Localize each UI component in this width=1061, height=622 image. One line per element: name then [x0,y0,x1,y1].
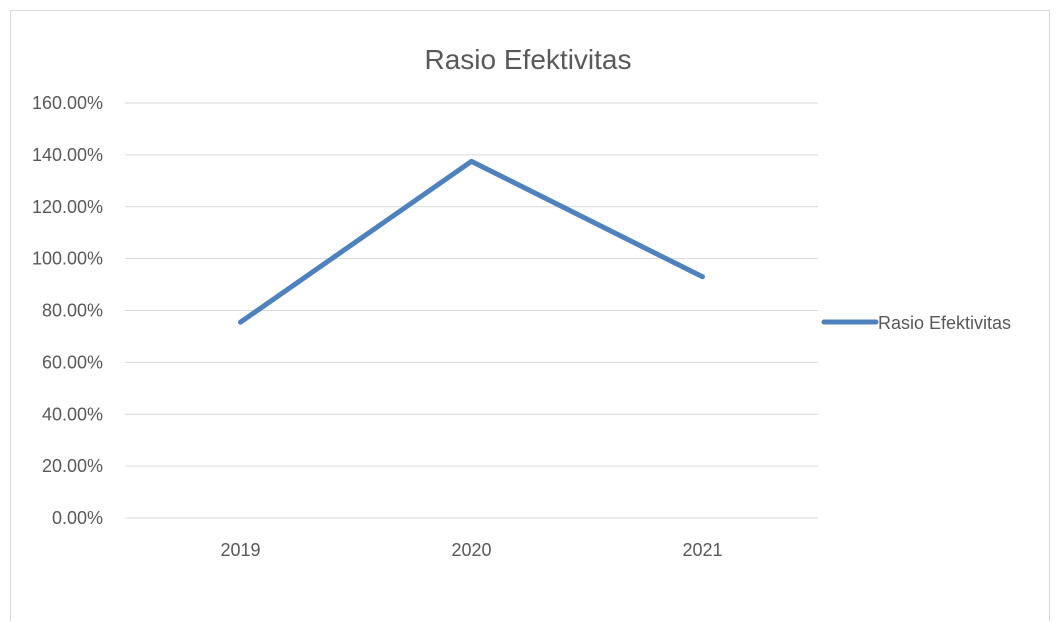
y-tick-label: 40.00% [42,404,103,424]
chart-title: Rasio Efektivitas [425,44,632,75]
y-tick-label: 80.00% [42,301,103,321]
y-tick-label: 160.00% [32,93,103,113]
y-tick-label: 120.00% [32,197,103,217]
x-tick-label: 2020 [451,540,491,560]
gridlines [125,102,818,519]
y-tick-label: 0.00% [52,508,103,528]
y-tick-label: 100.00% [32,249,103,269]
y-tick-label: 60.00% [42,352,103,372]
y-axis-tick-labels: 0.00% 20.00% 40.00% 60.00% 80.00% 100.00% 120.… [32,93,103,528]
series-layer [238,158,705,325]
y-tick-label: 20.00% [42,456,103,476]
legend: Rasio Efektivitas [821,313,1011,333]
legend-label: Rasio Efektivitas [878,313,1011,333]
y-tick-label: 140.00% [32,145,103,165]
series-line [238,158,705,325]
x-tick-label: 2021 [682,540,722,560]
x-axis-tick-labels: 2019 2020 2021 [220,540,722,560]
chart-area [10,10,1050,621]
x-tick-label: 2019 [220,540,260,560]
